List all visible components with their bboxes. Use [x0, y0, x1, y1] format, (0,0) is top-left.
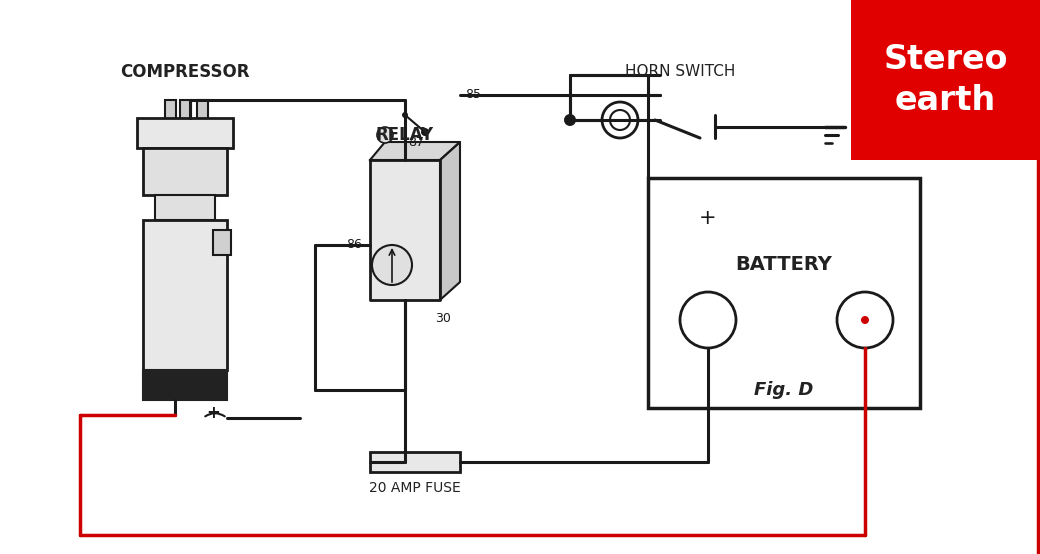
Text: HORN SWITCH: HORN SWITCH	[625, 64, 735, 80]
Text: 87: 87	[408, 136, 424, 148]
Text: 30: 30	[435, 311, 451, 325]
Circle shape	[680, 292, 736, 348]
Circle shape	[421, 128, 430, 136]
Text: 85: 85	[465, 89, 480, 101]
Text: 86: 86	[346, 239, 362, 252]
Bar	[144, 220, 227, 370]
Circle shape	[378, 127, 393, 143]
Bar	[851, 0, 1040, 160]
Text: Stereo
earth: Stereo earth	[883, 43, 1008, 117]
Bar	[180, 100, 191, 120]
Text: +: +	[206, 404, 219, 422]
Circle shape	[564, 114, 576, 126]
Text: BATTERY: BATTERY	[735, 255, 832, 274]
Polygon shape	[440, 142, 460, 300]
Text: RELAY: RELAY	[375, 126, 434, 144]
Polygon shape	[370, 160, 440, 300]
Bar	[137, 118, 233, 148]
Polygon shape	[370, 142, 460, 160]
Circle shape	[861, 316, 869, 324]
Circle shape	[402, 112, 408, 118]
Bar	[213, 230, 231, 255]
Bar	[144, 370, 227, 400]
Text: COMPRESSOR: COMPRESSOR	[121, 63, 250, 81]
Circle shape	[372, 245, 412, 285]
Circle shape	[610, 110, 630, 130]
Bar	[155, 195, 215, 220]
Text: Fig. D: Fig. D	[754, 381, 813, 399]
Text: 20 AMP FUSE: 20 AMP FUSE	[369, 481, 461, 495]
Circle shape	[837, 292, 893, 348]
Bar	[370, 452, 460, 472]
Bar	[648, 178, 920, 408]
Bar	[197, 100, 208, 120]
Bar	[165, 100, 176, 120]
Bar	[144, 148, 227, 195]
Text: +: +	[699, 208, 717, 228]
Circle shape	[602, 102, 638, 138]
